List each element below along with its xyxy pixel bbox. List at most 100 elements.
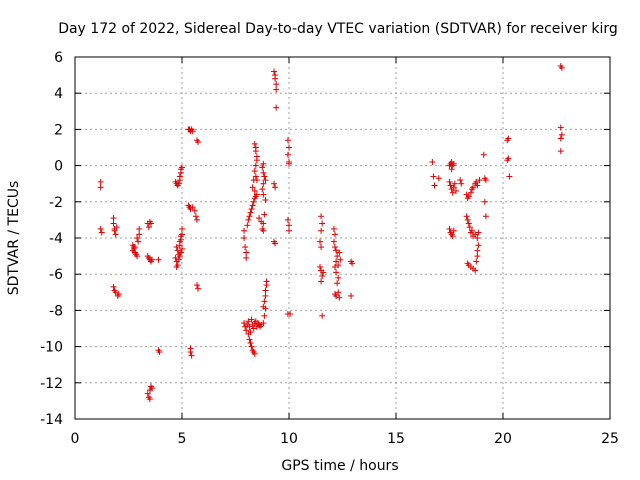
data-point	[253, 191, 260, 198]
data-point	[115, 291, 122, 298]
data-point	[112, 289, 119, 296]
data-point	[248, 316, 255, 323]
data-point	[260, 160, 267, 167]
chart-title: Day 172 of 2022, Sidereal Day-to-day VTE…	[58, 21, 618, 37]
data-point	[249, 202, 256, 209]
data-point	[348, 292, 355, 299]
data-point	[334, 253, 341, 260]
data-point	[97, 225, 104, 232]
data-point	[192, 213, 199, 220]
data-point	[333, 258, 340, 265]
data-point	[330, 238, 337, 245]
data-point	[474, 253, 481, 260]
data-point	[272, 75, 279, 82]
data-point	[335, 274, 342, 281]
data-point	[243, 249, 250, 256]
data-point	[252, 148, 259, 155]
data-point	[175, 256, 182, 263]
data-point	[242, 244, 249, 251]
data-point	[450, 184, 457, 191]
data-point	[134, 235, 141, 241]
data-point	[335, 262, 342, 269]
data-point	[260, 303, 267, 310]
data-point	[284, 137, 291, 144]
data-point	[251, 140, 258, 147]
data-point	[474, 247, 481, 254]
data-point	[333, 269, 340, 276]
data-point	[447, 182, 454, 189]
data-point	[474, 235, 481, 241]
y-tick-label: -6	[49, 267, 63, 283]
data-point	[112, 231, 119, 238]
data-point	[473, 178, 480, 185]
data-point	[319, 312, 326, 319]
data-point	[260, 191, 267, 198]
data-point	[273, 86, 280, 93]
data-point	[558, 131, 565, 138]
data-point	[189, 204, 196, 211]
data-point	[110, 220, 117, 227]
data-point	[260, 169, 267, 176]
y-tick-label: 0	[54, 159, 63, 175]
data-point	[320, 269, 327, 276]
data-point	[195, 285, 202, 292]
data-point	[284, 216, 291, 223]
data-point	[261, 173, 268, 180]
data-point	[259, 164, 266, 171]
data-point	[98, 229, 105, 236]
data-point	[175, 180, 182, 187]
data-point	[251, 187, 258, 194]
data-point	[135, 238, 142, 245]
data-point	[473, 258, 480, 265]
data-point	[335, 289, 342, 296]
data-point	[110, 215, 117, 222]
data-point	[176, 173, 183, 180]
data-point	[332, 244, 339, 251]
data-point	[467, 189, 474, 196]
data-point	[156, 349, 163, 356]
data-point	[482, 177, 489, 184]
data-point	[272, 184, 279, 191]
data-point	[177, 166, 184, 173]
data-point	[144, 390, 151, 397]
data-point	[450, 160, 457, 167]
data-point	[149, 256, 156, 263]
data-points	[97, 63, 565, 403]
data-point	[246, 213, 253, 220]
y-tick-label: 6	[54, 50, 63, 66]
data-point	[505, 155, 512, 162]
data-point	[245, 216, 252, 223]
data-point	[446, 178, 453, 185]
data-point	[173, 263, 180, 270]
data-point	[260, 220, 267, 227]
data-point	[261, 211, 268, 218]
data-point	[273, 104, 280, 111]
data-point	[470, 184, 477, 191]
data-point	[262, 292, 269, 299]
data-point	[147, 220, 154, 227]
data-point	[176, 238, 183, 245]
x-tick-label: 10	[280, 431, 298, 447]
data-point	[256, 215, 263, 222]
data-point	[557, 124, 564, 131]
data-point	[336, 294, 343, 301]
data-point	[110, 283, 117, 290]
data-point	[193, 282, 200, 289]
y-tick-label: -12	[40, 376, 63, 392]
data-point	[475, 242, 482, 249]
data-point	[243, 327, 250, 334]
data-point	[263, 278, 270, 285]
data-point	[319, 273, 326, 280]
data-point	[271, 180, 278, 187]
data-point	[318, 278, 325, 285]
x-axis-label: GPS time / hours	[281, 458, 398, 474]
data-point	[136, 231, 143, 238]
data-point	[250, 325, 257, 332]
data-point	[248, 206, 255, 213]
data-point	[430, 173, 437, 180]
data-point	[111, 227, 118, 234]
data-point	[149, 385, 156, 392]
data-point	[286, 227, 292, 234]
data-point	[318, 213, 325, 220]
